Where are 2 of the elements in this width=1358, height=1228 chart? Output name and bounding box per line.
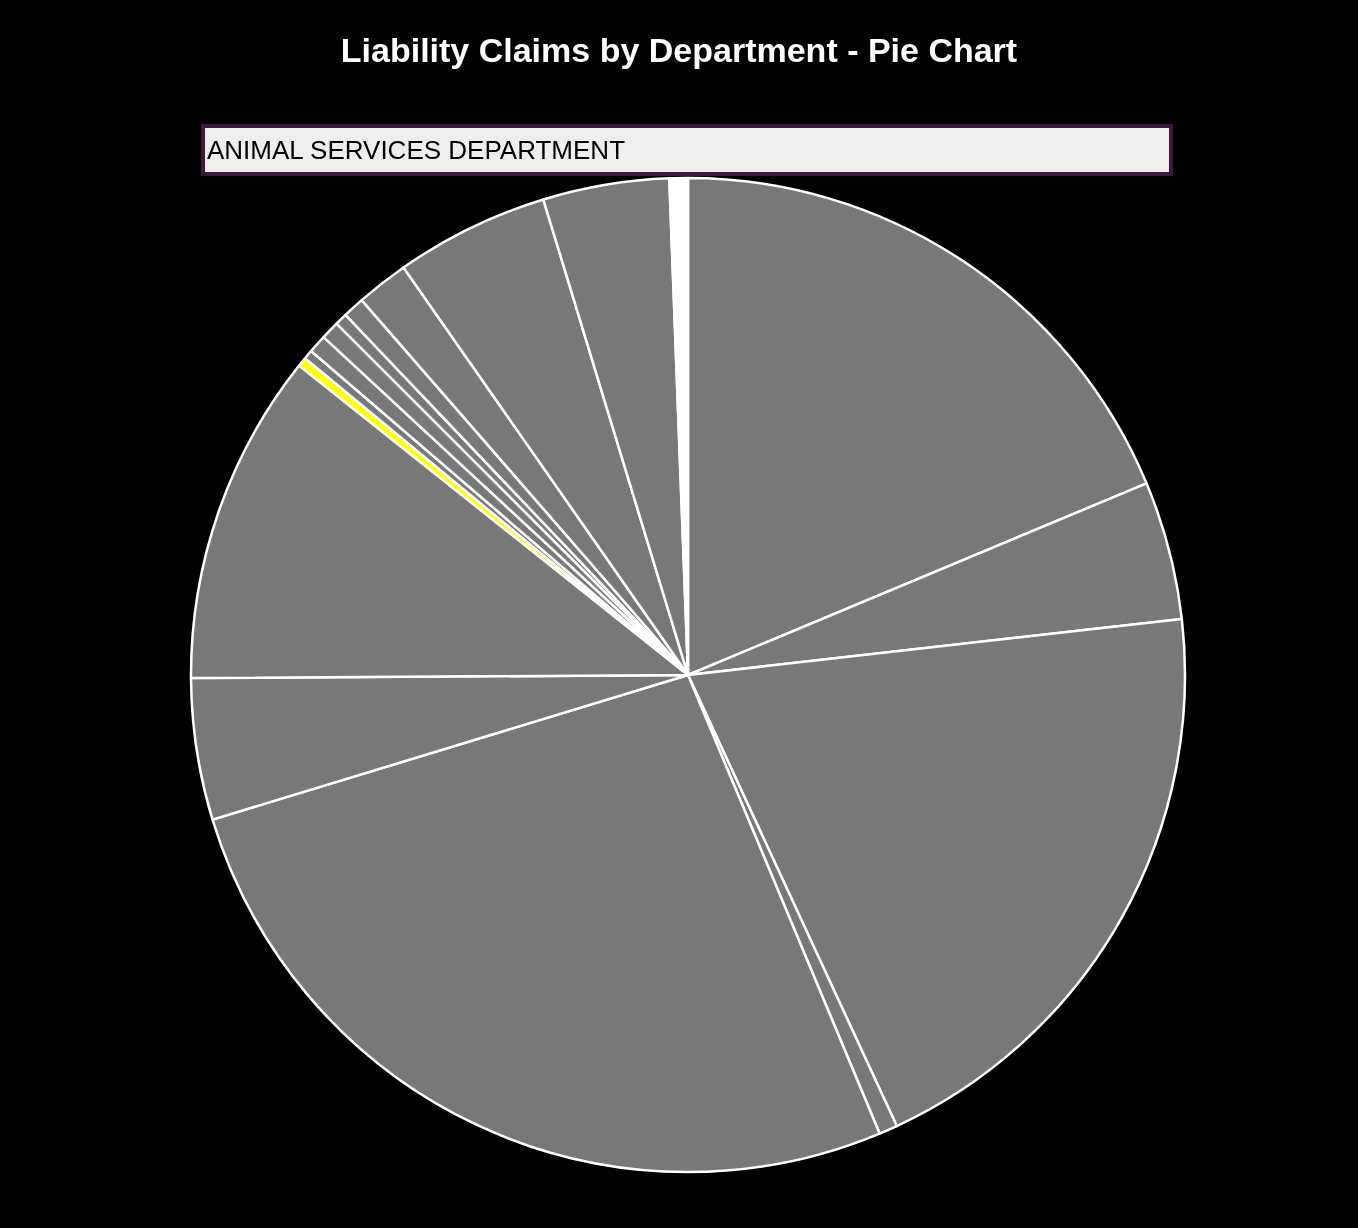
text: ANIMAL SERVICES DEPARTMENT	[207, 135, 626, 165]
chart-title: Liability Claims by Department - Pie Chart	[340, 30, 1018, 69]
